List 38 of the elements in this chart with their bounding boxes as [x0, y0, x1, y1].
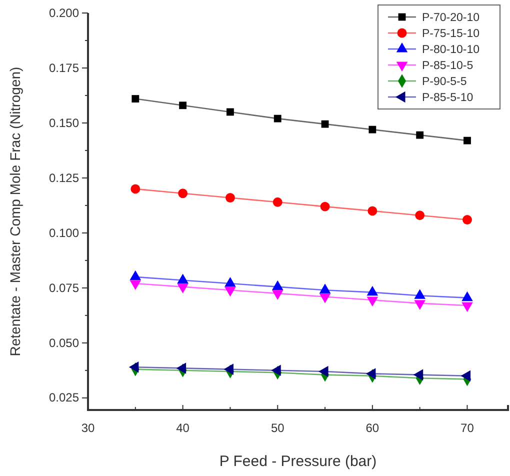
point	[226, 108, 234, 116]
point	[318, 366, 328, 378]
point	[464, 136, 471, 144]
point	[321, 120, 329, 128]
x-tick-label: 40	[176, 421, 190, 436]
y-tick-label: 0.075	[48, 280, 80, 295]
point	[368, 206, 378, 216]
x-tick-label: 50	[270, 421, 285, 436]
point	[274, 114, 282, 122]
y-axis-title: Retentate - Master Comp Mole Frac (Nitrogen)	[7, 66, 23, 356]
y-tick-label: 0.175	[48, 60, 80, 75]
point	[130, 184, 140, 194]
y-tick-label: 0.150	[48, 116, 80, 130]
x-tick-label: 30	[81, 421, 95, 436]
point	[272, 197, 282, 207]
point	[320, 202, 330, 212]
legend-label: P-75-15-10	[422, 28, 480, 40]
legend-label: P-85-5-10	[422, 92, 474, 104]
point	[368, 126, 376, 134]
point	[462, 215, 472, 224]
y-tick-label: 0.200	[48, 6, 80, 20]
y-tick-label: 0.050	[48, 336, 80, 350]
legend-label: P-80-10-10	[422, 44, 480, 56]
legend-label: P-85-10-5	[422, 60, 474, 72]
point	[132, 95, 140, 102]
legend-label: P-90-5-5	[422, 76, 467, 88]
point	[178, 188, 188, 198]
x-tick-label: 60	[366, 421, 380, 436]
point	[225, 193, 235, 202]
y-tick-label: 0.025	[48, 390, 80, 405]
point	[416, 131, 424, 139]
y-tick-label: 0.125	[48, 170, 80, 185]
point	[179, 102, 187, 110]
x-tick-label: 70	[460, 421, 474, 436]
legend-label: P-70-20-10	[422, 12, 480, 24]
x-axis-title: P Feed - Pressure (bar)	[219, 453, 377, 470]
y-tick-label: 0.100	[48, 226, 80, 240]
point	[415, 210, 425, 220]
